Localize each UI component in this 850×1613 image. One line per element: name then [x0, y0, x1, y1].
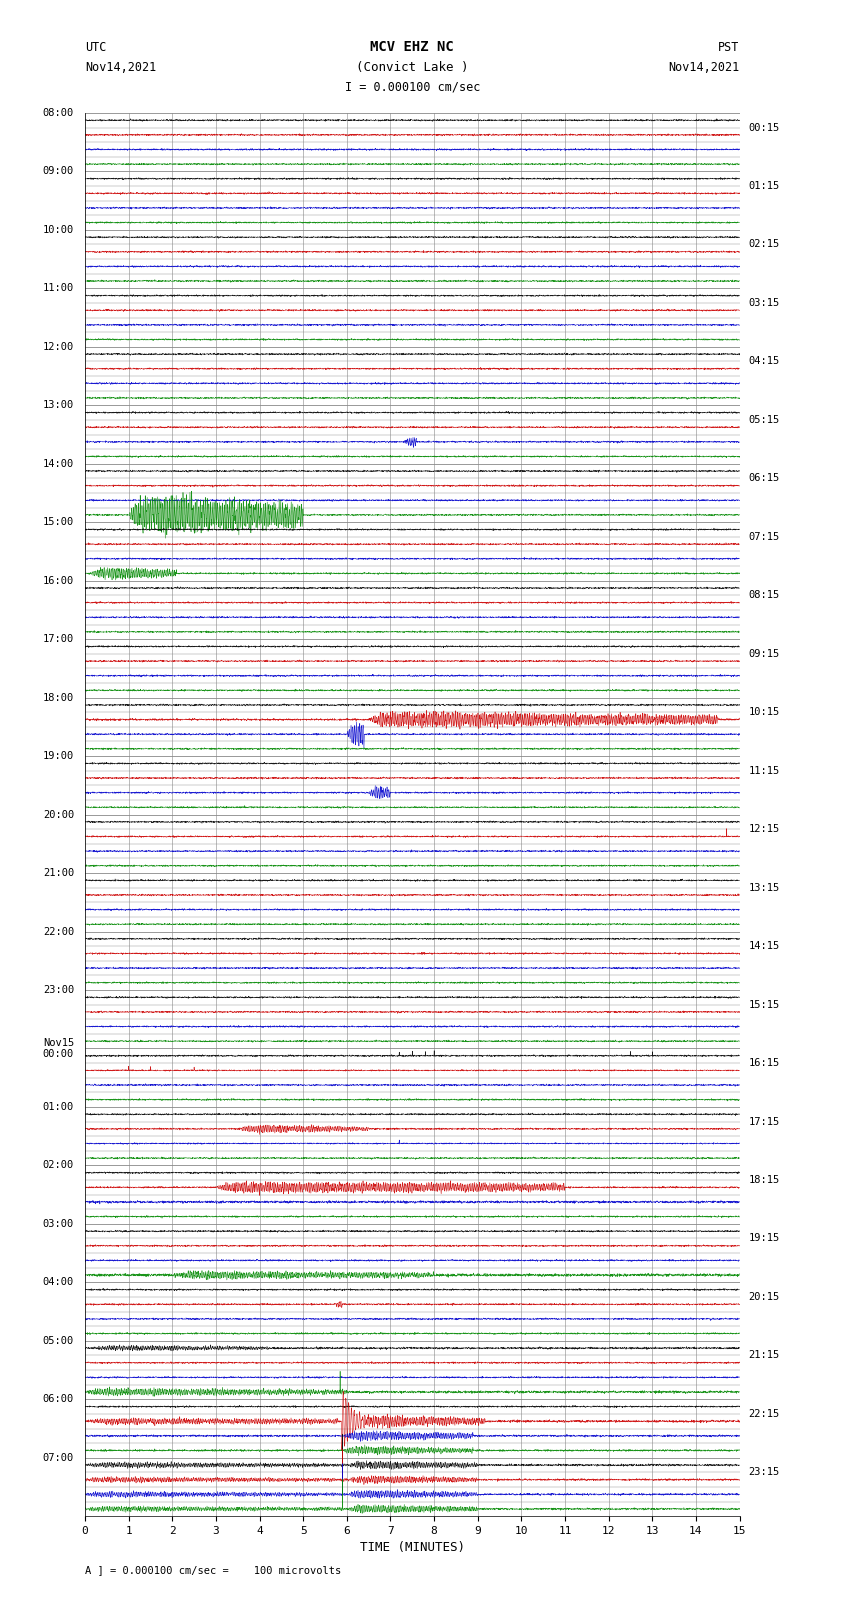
- Text: UTC: UTC: [85, 40, 106, 53]
- Text: 06:00: 06:00: [42, 1394, 74, 1405]
- Text: 12:15: 12:15: [748, 824, 779, 834]
- Text: 15:15: 15:15: [748, 1000, 779, 1010]
- Text: 23:00: 23:00: [42, 986, 74, 995]
- Text: 07:00: 07:00: [42, 1453, 74, 1463]
- Text: 07:15: 07:15: [748, 532, 779, 542]
- Text: 16:15: 16:15: [748, 1058, 779, 1068]
- Text: 13:15: 13:15: [748, 882, 779, 892]
- Text: 11:15: 11:15: [748, 766, 779, 776]
- Text: 11:00: 11:00: [42, 284, 74, 294]
- Text: 22:00: 22:00: [42, 926, 74, 937]
- Text: 09:15: 09:15: [748, 648, 779, 658]
- Text: 10:15: 10:15: [748, 706, 779, 718]
- Text: 12:00: 12:00: [42, 342, 74, 352]
- Text: 17:15: 17:15: [748, 1116, 779, 1126]
- Text: 14:15: 14:15: [748, 940, 779, 952]
- Text: 14:00: 14:00: [42, 458, 74, 469]
- Text: 00:15: 00:15: [748, 123, 779, 132]
- Text: (Convict Lake ): (Convict Lake ): [356, 61, 468, 74]
- Text: Nov14,2021: Nov14,2021: [85, 61, 156, 74]
- Text: 15:00: 15:00: [42, 518, 74, 527]
- Text: 04:00: 04:00: [42, 1277, 74, 1287]
- Text: 10:00: 10:00: [42, 224, 74, 235]
- Text: 08:15: 08:15: [748, 590, 779, 600]
- Text: 21:00: 21:00: [42, 868, 74, 877]
- Text: 19:00: 19:00: [42, 752, 74, 761]
- Text: 01:00: 01:00: [42, 1102, 74, 1111]
- Text: 05:15: 05:15: [748, 415, 779, 424]
- X-axis label: TIME (MINUTES): TIME (MINUTES): [360, 1542, 465, 1555]
- Text: MCV EHZ NC: MCV EHZ NC: [371, 40, 454, 53]
- Text: 17:00: 17:00: [42, 634, 74, 644]
- Text: 20:00: 20:00: [42, 810, 74, 819]
- Text: 22:15: 22:15: [748, 1408, 779, 1419]
- Text: 04:15: 04:15: [748, 356, 779, 366]
- Text: I = 0.000100 cm/sec: I = 0.000100 cm/sec: [344, 81, 480, 94]
- Text: 21:15: 21:15: [748, 1350, 779, 1360]
- Text: 01:15: 01:15: [748, 181, 779, 190]
- Text: Nov14,2021: Nov14,2021: [668, 61, 740, 74]
- Text: A ] = 0.000100 cm/sec =    100 microvolts: A ] = 0.000100 cm/sec = 100 microvolts: [85, 1565, 341, 1576]
- Text: 08:00: 08:00: [42, 108, 74, 118]
- Text: 20:15: 20:15: [748, 1292, 779, 1302]
- Text: 03:15: 03:15: [748, 298, 779, 308]
- Text: 09:00: 09:00: [42, 166, 74, 176]
- Text: 19:15: 19:15: [748, 1234, 779, 1244]
- Text: 18:00: 18:00: [42, 692, 74, 703]
- Text: 06:15: 06:15: [748, 473, 779, 484]
- Text: 13:00: 13:00: [42, 400, 74, 410]
- Text: 02:00: 02:00: [42, 1160, 74, 1171]
- Text: 16:00: 16:00: [42, 576, 74, 586]
- Text: 23:15: 23:15: [748, 1468, 779, 1478]
- Text: 05:00: 05:00: [42, 1336, 74, 1345]
- Text: 02:15: 02:15: [748, 239, 779, 250]
- Text: 03:00: 03:00: [42, 1219, 74, 1229]
- Text: 18:15: 18:15: [748, 1174, 779, 1186]
- Text: PST: PST: [718, 40, 740, 53]
- Text: Nov15
00:00: Nov15 00:00: [42, 1037, 74, 1060]
